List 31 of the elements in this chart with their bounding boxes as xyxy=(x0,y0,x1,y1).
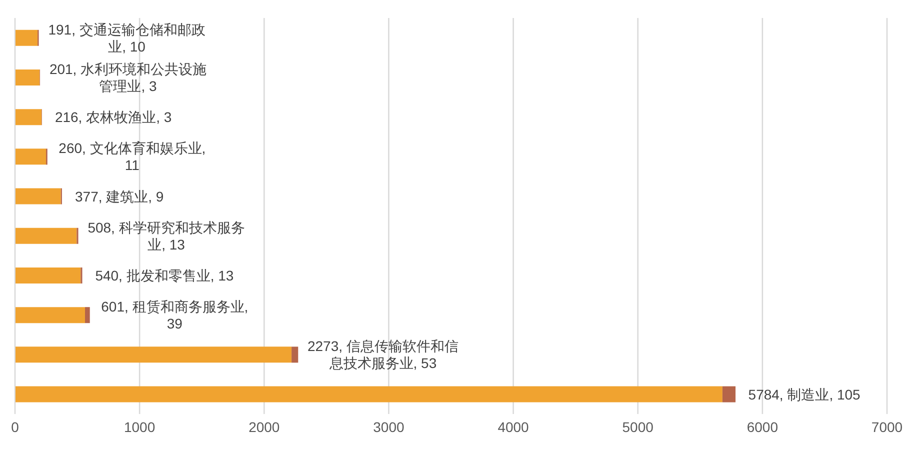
bar xyxy=(15,188,61,204)
data-label: 201, 水利环境和公共设施管理业, 3 xyxy=(49,60,207,94)
bar xyxy=(15,30,38,46)
data-label: 540, 批发和零售业, 13 xyxy=(95,267,234,284)
data-label: 5784, 制造业, 105 xyxy=(748,386,861,402)
data-label: 2273, 信息传输软件和信息技术服务业, 53 xyxy=(307,338,458,372)
bar xyxy=(15,228,77,244)
bar xyxy=(292,346,298,363)
x-tick-label: 2000 xyxy=(248,418,280,435)
data-label: 216, 农林牧渔业, 3 xyxy=(54,109,172,126)
bar xyxy=(15,346,292,363)
data-label: 191, 交通运输仓储和邮政业, 10 xyxy=(48,21,206,54)
bar xyxy=(15,109,42,126)
x-tick-label: 4000 xyxy=(498,418,530,435)
data-label: 377, 建筑业, 9 xyxy=(75,188,164,204)
bar xyxy=(15,307,86,324)
x-tick-label: 1000 xyxy=(124,418,156,435)
bar xyxy=(15,267,81,284)
data-label: 508, 科学研究和技术服务业, 13 xyxy=(88,219,245,252)
bar xyxy=(15,69,40,86)
bar xyxy=(85,307,90,324)
data-label: 260, 文化体育和娱乐业, 11 xyxy=(58,140,206,174)
x-tick-label: 6000 xyxy=(746,418,778,435)
x-tick-label: 3000 xyxy=(373,418,404,435)
x-tick-label: 5000 xyxy=(622,418,654,435)
bar xyxy=(722,386,736,402)
data-label: 601, 租赁和商务服务业, 39 xyxy=(101,298,248,332)
bar xyxy=(15,386,722,402)
x-tick-label: 0 xyxy=(11,418,20,435)
bar xyxy=(15,148,46,165)
x-tick-label: 7000 xyxy=(871,418,903,435)
